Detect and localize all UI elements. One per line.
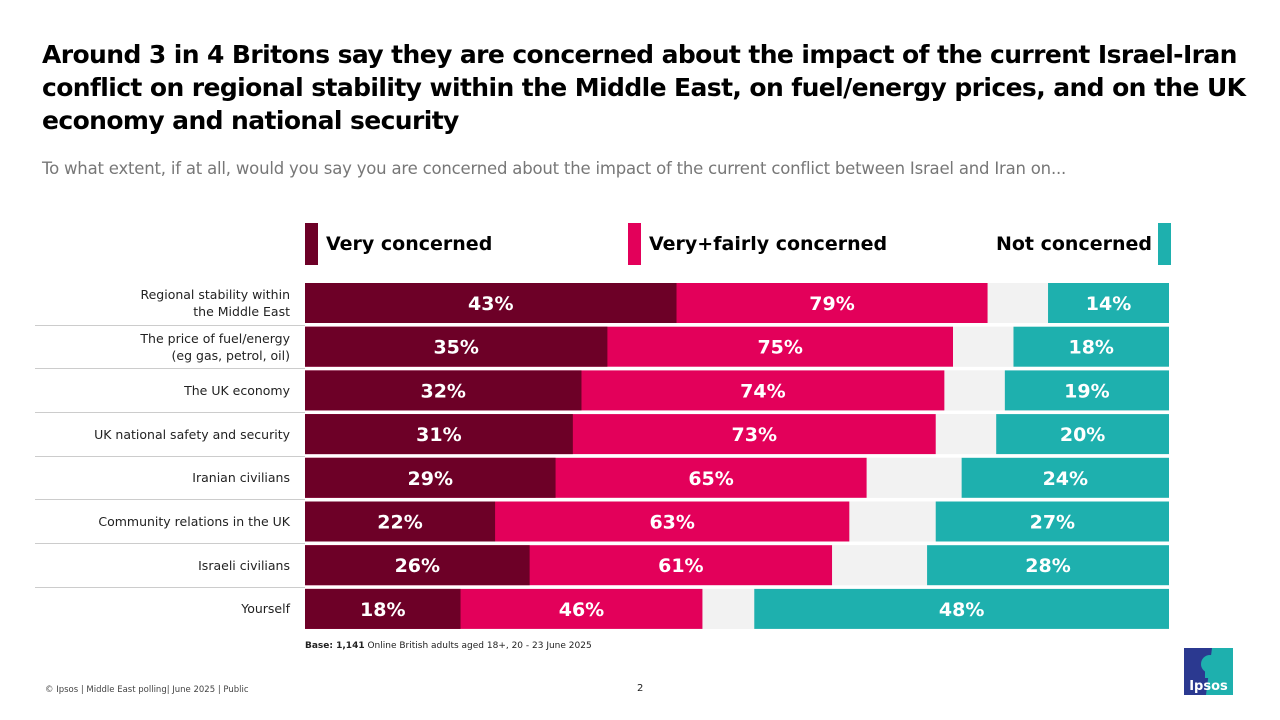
gap-bar xyxy=(953,326,1014,367)
category-label: UK national safety and security xyxy=(94,426,290,442)
data-label-not-concerned: 14% xyxy=(1086,293,1131,315)
bar-not-concerned xyxy=(1013,326,1169,367)
bar-very-concerned xyxy=(305,457,556,498)
bar-very-concerned xyxy=(305,545,530,586)
footer: © Ipsos | Middle East polling| June 2025… xyxy=(45,685,249,695)
data-label-very-concerned: 18% xyxy=(360,599,405,621)
data-label-very-concerned: 29% xyxy=(408,468,453,490)
bar-not-concerned xyxy=(927,545,1169,586)
gap-bar xyxy=(866,457,962,498)
legend-very-fairly: Very+fairly concerned xyxy=(649,233,888,255)
gap-bar xyxy=(944,370,1005,411)
data-label-very-fairly-concerned: 61% xyxy=(658,555,703,577)
category-label: Regional stability within the Middle East xyxy=(140,287,290,319)
page-number: 2 xyxy=(637,683,644,694)
gap-bar xyxy=(935,414,997,455)
data-label-very-fairly-concerned: 65% xyxy=(688,468,733,490)
row-separator xyxy=(35,411,305,413)
data-label-not-concerned: 27% xyxy=(1030,512,1075,534)
svg-text:Ipsos: Ipsos xyxy=(1189,679,1228,694)
row-separator xyxy=(35,455,305,457)
row-separator xyxy=(35,499,305,501)
gap-bar xyxy=(987,283,1049,323)
gap-bar xyxy=(832,545,928,586)
bar-not-concerned xyxy=(1048,283,1169,323)
data-label-very-concerned: 35% xyxy=(433,337,478,359)
data-label-very-concerned: 26% xyxy=(395,555,440,577)
legend-swatch-very xyxy=(305,223,318,265)
data-label-very-concerned: 31% xyxy=(416,424,461,446)
data-label-very-fairly-concerned: 79% xyxy=(809,293,854,315)
data-label-very-fairly-concerned: 75% xyxy=(757,337,802,359)
page-title: Around 3 in 4 Britons say they are conce… xyxy=(42,40,1246,135)
bar-not-concerned xyxy=(1004,370,1169,411)
category-label: Iranian civilians xyxy=(192,470,290,486)
gap-bar xyxy=(849,501,936,542)
legend-swatch-not xyxy=(1158,223,1171,265)
data-label-very-concerned: 32% xyxy=(420,380,465,402)
data-label-not-concerned: 24% xyxy=(1043,468,1088,490)
data-label-not-concerned: 20% xyxy=(1060,424,1105,446)
data-label-not-concerned: 48% xyxy=(939,599,984,621)
data-label-not-concerned: 28% xyxy=(1025,555,1070,577)
category-label: The price of fuel/energy (eg gas, petrol,… xyxy=(140,330,290,363)
data-label-very-fairly-concerned: 63% xyxy=(649,512,694,534)
data-label-very-concerned: 22% xyxy=(377,512,422,534)
row-separator xyxy=(35,368,305,370)
legend-swatch-very-fairly xyxy=(628,223,641,265)
bar-very-concerned xyxy=(305,370,582,411)
legend-very: Very concerned xyxy=(326,233,493,255)
legend-not: Not concerned xyxy=(995,233,1152,255)
bar-very-concerned xyxy=(305,588,461,629)
data-label-very-fairly-concerned: 74% xyxy=(740,380,785,402)
category-label: The UK economy xyxy=(184,382,290,398)
base-note: Base: 1,141 Online British adults aged 1… xyxy=(305,641,592,651)
category-label: Israeli civilians xyxy=(198,557,290,573)
data-label-not-concerned: 18% xyxy=(1068,337,1113,359)
bar-not-concerned xyxy=(961,457,1169,498)
data-label-very-fairly-concerned: 46% xyxy=(559,599,604,621)
base-text: Online British adults aged 18+, 20 - 23 … xyxy=(364,641,592,651)
bar-very-concerned xyxy=(305,326,608,367)
base-label: Base: 1,141 xyxy=(305,641,365,651)
category-label: Yourself xyxy=(241,601,290,617)
row-separator xyxy=(35,543,305,544)
bar-very-concerned xyxy=(305,283,677,323)
question-text: To what extent, if at all, would you say… xyxy=(42,159,1067,178)
data-label-not-concerned: 19% xyxy=(1064,380,1109,402)
gap-bar xyxy=(702,588,755,629)
category-label: Community relations in the UK xyxy=(98,514,290,529)
bar-not-concerned xyxy=(935,501,1169,542)
data-label-very-concerned: 43% xyxy=(468,293,513,315)
bar-very-concerned xyxy=(305,414,573,455)
ipsos-logo: Ipsos xyxy=(1184,648,1233,695)
data-label-very-fairly-concerned: 73% xyxy=(732,424,777,446)
row-separator xyxy=(35,586,305,588)
bar-not-concerned xyxy=(754,588,1169,629)
bar-very-concerned xyxy=(305,501,496,542)
row-separator xyxy=(35,324,305,326)
bar-not-concerned xyxy=(996,414,1169,455)
